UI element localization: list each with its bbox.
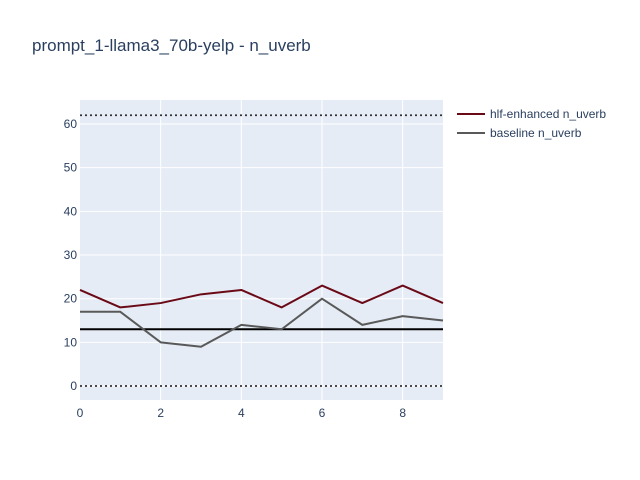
plot-area [80, 100, 443, 400]
x-tick-label: 2 [157, 406, 164, 420]
y-tick-label: 0 [70, 379, 77, 393]
series-line-1 [79, 284, 444, 309]
legend-item[interactable]: hlf-enhanced n_uverb [457, 107, 606, 121]
series-lines [79, 284, 444, 348]
reference-lines [80, 114, 443, 387]
y-tick-label: 30 [64, 248, 78, 262]
y-tick-label: 60 [64, 117, 78, 131]
x-tick-label: 6 [319, 406, 326, 420]
y-tick-label: 10 [64, 335, 78, 349]
chart-title: prompt_1-llama3_70b-yelp - n_uverb [32, 36, 311, 55]
y-tick-label: 20 [64, 292, 78, 306]
x-tick-label: 0 [77, 406, 84, 420]
axis-ticks: 0 2 4 6 8 0 10 20 30 40 50 60 [64, 117, 407, 420]
y-tick-label: 50 [64, 161, 78, 175]
y-tick-label: 40 [64, 204, 78, 218]
x-tick-label: 4 [238, 406, 245, 420]
series-line-2 [80, 297, 444, 348]
legend[interactable]: hlf-enhanced n_uverb baseline n_uverb [457, 107, 606, 140]
x-tick-label: 8 [399, 406, 406, 420]
legend-label: baseline n_uverb [490, 126, 582, 140]
legend-item[interactable]: baseline n_uverb [457, 126, 582, 140]
legend-label: hlf-enhanced n_uverb [490, 107, 606, 121]
